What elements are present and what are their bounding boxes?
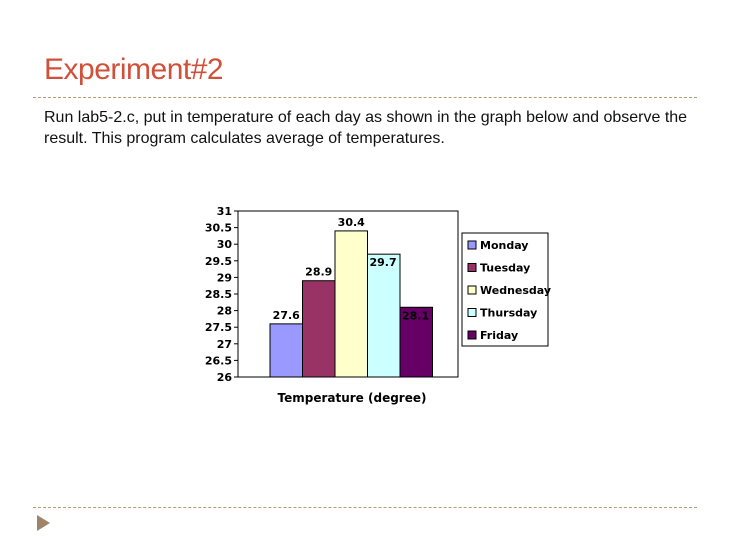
y-axis: 26 26.5 27 27.5 28 28.5 29 29.5 30 30.5 31	[205, 205, 459, 384]
legend-label: Friday	[480, 329, 518, 342]
y-tick-label: 27.5	[205, 321, 232, 334]
bar-value-label: 29.7	[370, 256, 397, 269]
legend-label: Monday	[480, 239, 528, 252]
x-axis-title: Temperature (degree)	[278, 391, 427, 405]
legend-label: Thursday	[480, 307, 537, 320]
bar-series: 27.6 28.9 30.4 29.7 28.1	[269, 216, 433, 378]
bar-value-label: 30.4	[338, 216, 365, 229]
legend-swatch	[467, 285, 477, 295]
footer-divider	[33, 507, 697, 508]
legend-swatch	[467, 308, 477, 317]
y-tick-label: 26.5	[205, 354, 232, 367]
bar-thursday	[367, 253, 401, 378]
bar-value-label: 27.6	[273, 309, 300, 322]
bar-friday	[399, 306, 433, 378]
legend-swatch	[467, 240, 477, 250]
y-tick-label: 31	[217, 205, 232, 218]
chart-legend: Monday Tuesday Wednesday Thursday Friday	[461, 232, 551, 347]
y-tick-label: 30	[217, 238, 233, 251]
bar-monday	[269, 323, 303, 378]
y-tick-label: 28	[217, 305, 232, 318]
y-tick-label: 28.5	[205, 288, 232, 301]
y-tick-label: 29.5	[205, 255, 232, 268]
bar-value-label: 28.9	[305, 266, 332, 279]
legend-label: Wednesday	[480, 284, 551, 297]
title-divider	[33, 97, 697, 98]
legend-swatch	[467, 330, 477, 340]
y-tick-label: 30.5	[205, 222, 232, 235]
bar-tuesday	[302, 280, 336, 378]
legend-swatch	[467, 263, 477, 272]
slide-body-text: Run lab5-2.c, put in temperature of each…	[44, 109, 688, 147]
y-tick-label: 27	[217, 338, 232, 351]
y-tick-label: 26	[217, 371, 233, 384]
slide-title: Experiment#2	[44, 53, 224, 86]
legend-label: Tuesday	[480, 262, 530, 275]
play-arrow-icon	[37, 515, 50, 531]
y-tick-label: 29	[217, 271, 232, 284]
bar-wednesday	[334, 230, 368, 378]
bar-value-label: 28.1	[402, 309, 429, 322]
